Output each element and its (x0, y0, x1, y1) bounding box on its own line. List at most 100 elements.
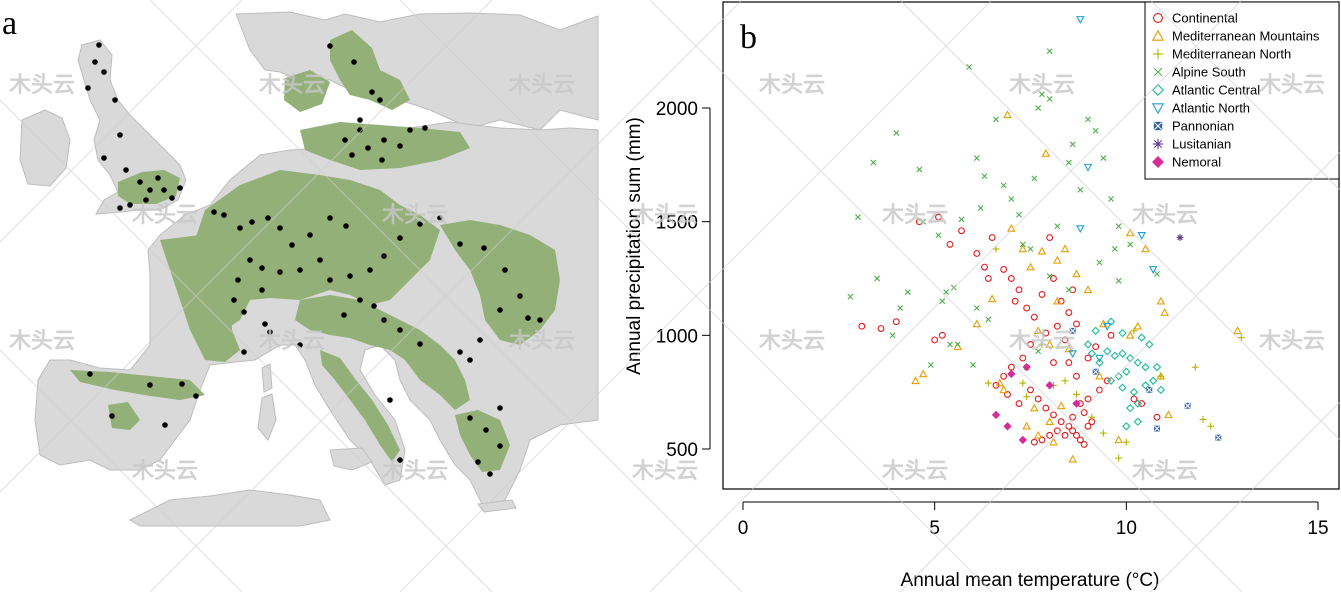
series-atlantic-north (1068, 16, 1158, 363)
site-dot (467, 415, 473, 421)
data-point (1133, 417, 1143, 426)
data-point (1046, 48, 1053, 55)
data-point (1038, 290, 1046, 298)
data-point (1064, 344, 1074, 353)
site-dot (123, 167, 129, 173)
data-point (1075, 16, 1085, 24)
site-dot (179, 381, 185, 387)
watermark-text: 木头云 (8, 73, 75, 98)
data-point (1030, 438, 1038, 446)
data-point (1050, 275, 1057, 282)
data-point (1052, 255, 1062, 264)
site-dot (193, 393, 199, 399)
data-point (1065, 286, 1072, 293)
data-point (1176, 234, 1184, 241)
data-point (1102, 322, 1112, 331)
data-point (1027, 340, 1034, 348)
data-point (985, 316, 992, 323)
watermark-text: 木头云 (1258, 73, 1325, 98)
forest-france (160, 235, 240, 362)
site-dot (397, 235, 403, 241)
watermark-line (899, 150, 1341, 592)
site-dot (289, 242, 295, 248)
data-point (1141, 362, 1150, 372)
site-dot (351, 59, 357, 65)
data-point (1003, 422, 1012, 431)
data-point (946, 240, 954, 248)
watermark-text: 木头云 (381, 203, 448, 228)
data-point (1103, 377, 1111, 385)
data-point (1184, 402, 1191, 409)
data-point (973, 305, 980, 311)
data-point (1068, 350, 1078, 359)
legend-label: Pannonian (1172, 119, 1234, 134)
data-point (1077, 186, 1084, 193)
data-point (1065, 159, 1072, 166)
data-point (1015, 400, 1023, 407)
data-point (999, 385, 1009, 394)
watermark-line (0, 349, 243, 592)
site-dot (307, 232, 313, 238)
data-point (1073, 391, 1080, 398)
watermark-text: 木头云 (758, 329, 825, 354)
site-dot (241, 309, 247, 315)
data-point (1115, 454, 1123, 462)
data-point (1045, 417, 1055, 425)
legend-box (1144, 1, 1340, 180)
data-point (916, 166, 923, 173)
data-point (1022, 362, 1031, 372)
watermark-line (1149, 0, 1341, 192)
watermark-line (0, 0, 243, 243)
site-dot (127, 202, 133, 208)
data-point (1026, 262, 1035, 271)
data-point (1045, 339, 1055, 348)
site-dot (137, 179, 143, 185)
watermark-text: 木头云 (258, 73, 325, 98)
data-point (1141, 381, 1150, 390)
forest-north-germany (300, 122, 470, 170)
data-point (1046, 273, 1053, 280)
legend-label: Mediterranean North (1172, 47, 1291, 62)
data-point (988, 234, 996, 242)
data-point (1042, 404, 1050, 412)
data-point (1091, 326, 1100, 335)
site-dot (397, 327, 403, 333)
data-point (1073, 431, 1080, 439)
site-dot (525, 315, 531, 321)
data-point (931, 336, 939, 344)
data-point (1088, 413, 1096, 421)
data-point (1111, 246, 1118, 252)
y-tick-label: 1000 (656, 326, 698, 347)
data-point (1072, 399, 1081, 408)
legend-item: Atlantic North (1151, 101, 1250, 116)
sardinia-land (257, 393, 277, 441)
watermark-text: 木头云 (258, 329, 325, 354)
site-dot (259, 287, 265, 293)
site-dot (109, 413, 115, 419)
data-point (1029, 403, 1039, 412)
legend-item: Mediterranean Mountains (1151, 29, 1320, 44)
watermark-text: 木头云 (631, 203, 698, 228)
data-point (947, 341, 953, 348)
data-point (855, 214, 861, 221)
y-tick-label: 1500 (656, 213, 698, 234)
data-point (1137, 333, 1146, 342)
data-point (1130, 395, 1138, 403)
legend-label: Continental (1172, 11, 1238, 26)
data-point (1133, 321, 1143, 330)
data-point (1030, 313, 1038, 321)
forest-north-spain (108, 402, 140, 430)
data-point (1122, 367, 1131, 376)
data-point (1027, 386, 1034, 394)
site-dot (497, 307, 503, 313)
data-point (1019, 354, 1027, 362)
data-point (1080, 409, 1088, 417)
data-point (991, 410, 1001, 420)
data-point (1000, 182, 1007, 189)
data-point (1042, 329, 1050, 337)
data-point (1115, 277, 1122, 284)
y-tick-label: 2000 (656, 99, 698, 120)
data-point (1018, 244, 1028, 253)
site-dot (277, 225, 283, 231)
watermark-line (399, 0, 993, 592)
